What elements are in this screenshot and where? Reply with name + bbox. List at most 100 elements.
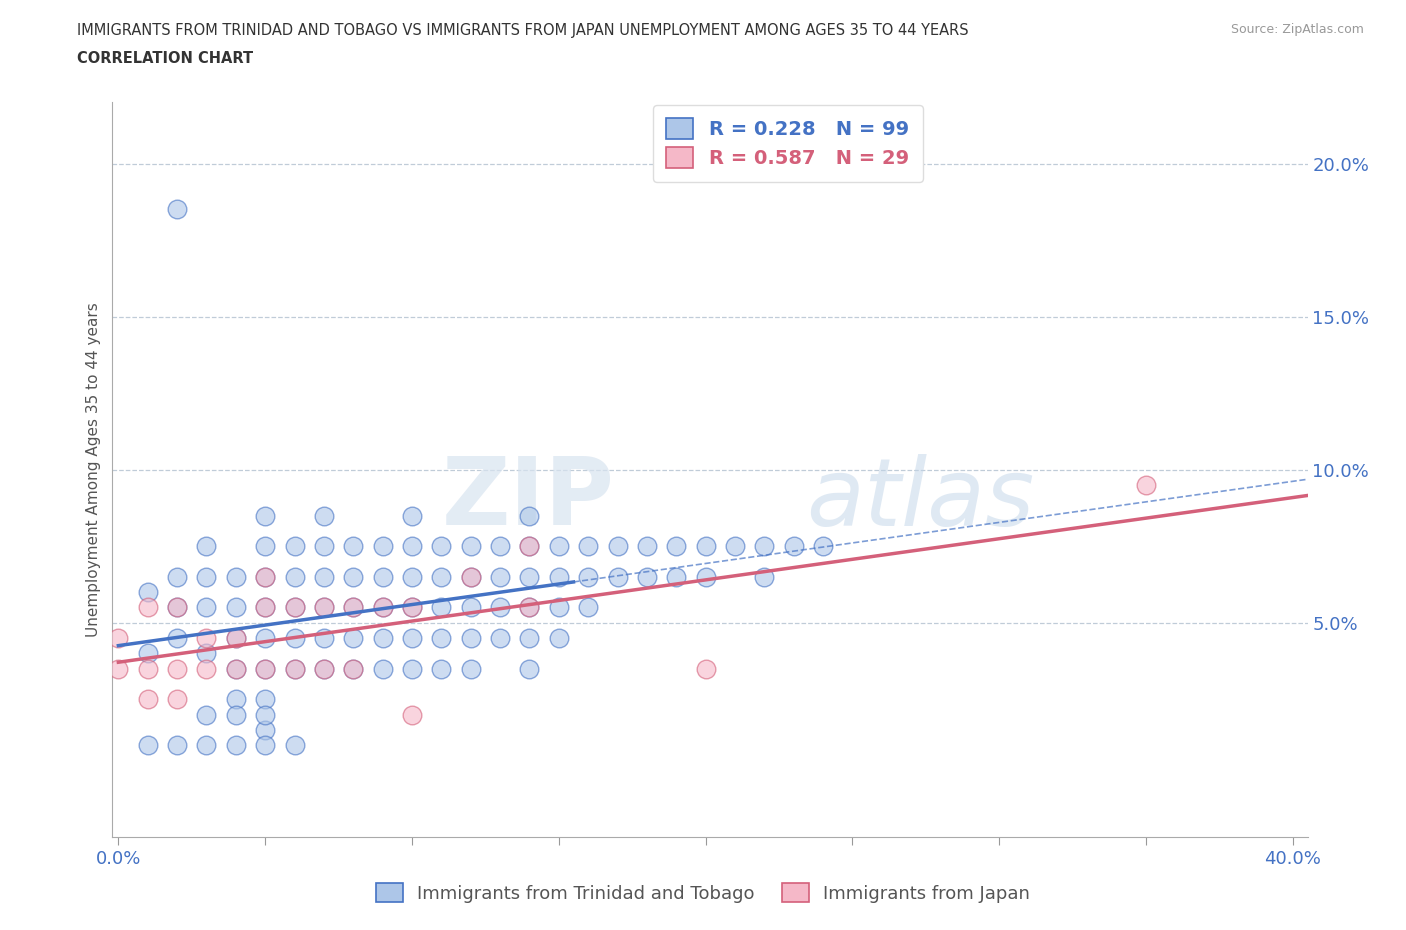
Point xyxy=(254,508,277,523)
Point xyxy=(754,538,776,553)
Text: CORRELATION CHART: CORRELATION CHART xyxy=(77,51,253,66)
Point xyxy=(606,569,628,584)
Point xyxy=(371,600,394,615)
Point xyxy=(1135,477,1157,492)
Point xyxy=(695,569,717,584)
Point xyxy=(519,600,541,615)
Point xyxy=(166,661,188,676)
Point xyxy=(342,569,364,584)
Point xyxy=(460,631,482,645)
Point xyxy=(401,600,423,615)
Point xyxy=(401,508,423,523)
Point xyxy=(430,538,453,553)
Point xyxy=(225,631,247,645)
Point xyxy=(519,600,541,615)
Point xyxy=(401,707,423,722)
Legend: R = 0.228   N = 99, R = 0.587   N = 29: R = 0.228 N = 99, R = 0.587 N = 29 xyxy=(652,105,922,182)
Point xyxy=(166,692,188,707)
Point xyxy=(519,569,541,584)
Point xyxy=(195,737,218,752)
Point xyxy=(195,569,218,584)
Point xyxy=(371,538,394,553)
Point xyxy=(665,569,688,584)
Point xyxy=(166,631,188,645)
Point xyxy=(283,737,305,752)
Point xyxy=(225,631,247,645)
Point xyxy=(636,538,658,553)
Point xyxy=(430,569,453,584)
Point xyxy=(606,538,628,553)
Point xyxy=(136,645,159,660)
Point xyxy=(312,600,335,615)
Point xyxy=(547,600,569,615)
Point xyxy=(576,538,599,553)
Point xyxy=(195,645,218,660)
Point xyxy=(283,661,305,676)
Point xyxy=(489,569,512,584)
Point xyxy=(107,631,129,645)
Point xyxy=(254,569,277,584)
Point xyxy=(401,569,423,584)
Point xyxy=(225,661,247,676)
Point xyxy=(519,631,541,645)
Point xyxy=(136,661,159,676)
Point xyxy=(312,631,335,645)
Y-axis label: Unemployment Among Ages 35 to 44 years: Unemployment Among Ages 35 to 44 years xyxy=(86,302,101,637)
Point xyxy=(254,707,277,722)
Point xyxy=(312,661,335,676)
Point xyxy=(430,661,453,676)
Point xyxy=(342,661,364,676)
Point xyxy=(724,538,747,553)
Point xyxy=(576,569,599,584)
Point xyxy=(519,538,541,553)
Point xyxy=(371,600,394,615)
Point xyxy=(254,692,277,707)
Point xyxy=(342,600,364,615)
Point xyxy=(136,692,159,707)
Point xyxy=(136,585,159,600)
Point xyxy=(401,631,423,645)
Point xyxy=(811,538,834,553)
Point xyxy=(166,600,188,615)
Point xyxy=(195,600,218,615)
Point xyxy=(254,600,277,615)
Point xyxy=(401,661,423,676)
Point xyxy=(519,508,541,523)
Point xyxy=(254,661,277,676)
Point xyxy=(460,538,482,553)
Point xyxy=(430,631,453,645)
Point xyxy=(371,631,394,645)
Point xyxy=(754,569,776,584)
Point xyxy=(107,661,129,676)
Point xyxy=(166,600,188,615)
Point xyxy=(225,661,247,676)
Point xyxy=(254,538,277,553)
Point xyxy=(695,538,717,553)
Point xyxy=(460,661,482,676)
Point xyxy=(166,569,188,584)
Point xyxy=(312,508,335,523)
Point xyxy=(166,737,188,752)
Point xyxy=(783,538,806,553)
Text: atlas: atlas xyxy=(806,454,1033,545)
Point xyxy=(283,631,305,645)
Point xyxy=(401,538,423,553)
Point xyxy=(254,737,277,752)
Point xyxy=(254,631,277,645)
Point xyxy=(342,600,364,615)
Point xyxy=(489,631,512,645)
Text: Source: ZipAtlas.com: Source: ZipAtlas.com xyxy=(1230,23,1364,36)
Point xyxy=(576,600,599,615)
Point xyxy=(460,569,482,584)
Point xyxy=(519,538,541,553)
Point xyxy=(342,538,364,553)
Point xyxy=(195,707,218,722)
Point xyxy=(254,661,277,676)
Point xyxy=(225,707,247,722)
Point xyxy=(312,661,335,676)
Point xyxy=(371,569,394,584)
Point xyxy=(283,661,305,676)
Point xyxy=(225,600,247,615)
Point xyxy=(283,600,305,615)
Point xyxy=(195,538,218,553)
